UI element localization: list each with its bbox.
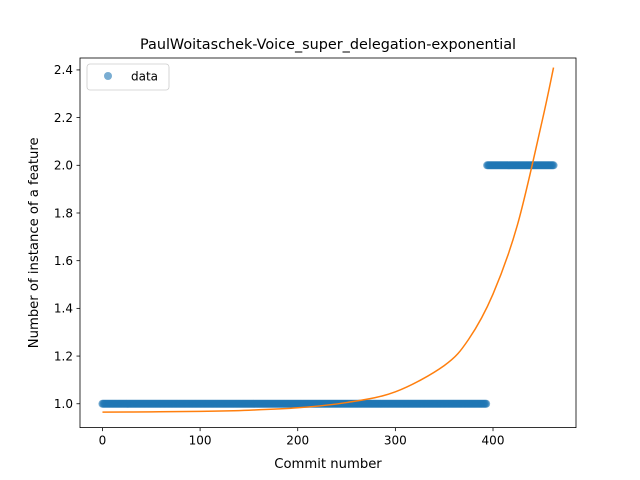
y-tick-label: 2.2 bbox=[54, 111, 73, 125]
data-point bbox=[549, 161, 558, 170]
x-tick-label: 200 bbox=[286, 434, 309, 448]
legend-marker-data bbox=[104, 72, 112, 80]
chart-title: PaulWoitaschek-Voice_super_delegation-ex… bbox=[140, 37, 516, 53]
y-tick-label: 1.6 bbox=[54, 254, 73, 268]
y-axis-label: Number of instance of a feature bbox=[27, 137, 42, 348]
x-tick-label: 100 bbox=[189, 434, 212, 448]
y-tick-label: 1.2 bbox=[54, 349, 73, 363]
y-tick-label: 1.8 bbox=[54, 206, 73, 220]
plot-frame bbox=[79, 57, 577, 429]
legend-label-data: data bbox=[131, 70, 158, 84]
data-point bbox=[482, 399, 491, 408]
y-tick-label: 2.0 bbox=[54, 159, 73, 173]
x-tick-label: 400 bbox=[482, 434, 505, 448]
fit-line bbox=[102, 67, 555, 413]
y-tick-label: 1.4 bbox=[54, 302, 73, 316]
y-tick-label: 1.0 bbox=[54, 397, 73, 411]
x-axis-label: Commit number bbox=[274, 457, 382, 472]
legend: data bbox=[86, 63, 170, 91]
x-tick-label: 0 bbox=[99, 434, 107, 448]
x-tick-label: 300 bbox=[384, 434, 407, 448]
y-tick-label: 2.4 bbox=[54, 63, 73, 77]
